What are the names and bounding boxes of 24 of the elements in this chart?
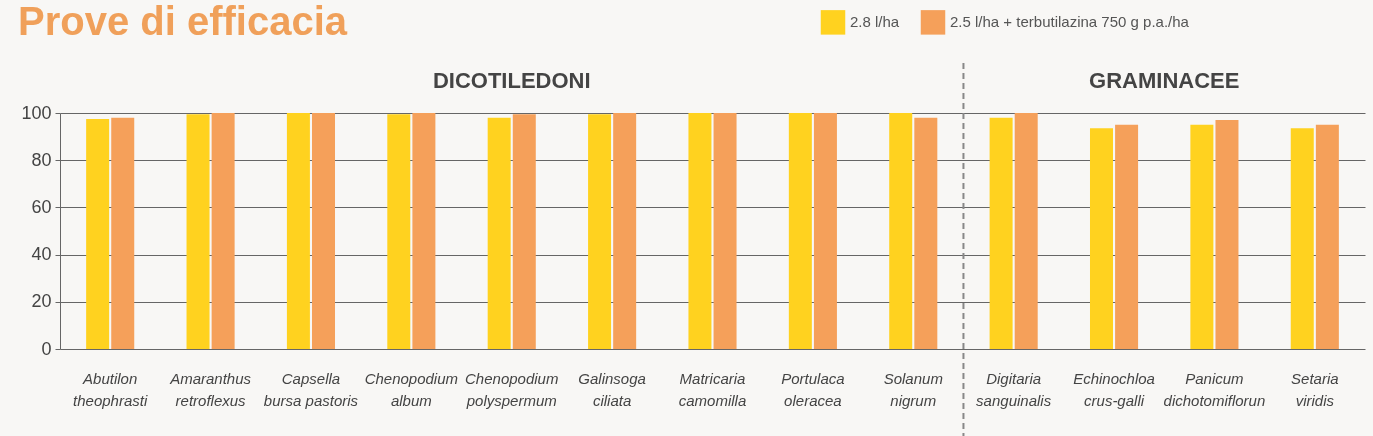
x-tick-label: Setaria viridis xyxy=(1291,369,1339,409)
legend-label: 2.5 l/ha + terbutilazina 750 g p.a./ha xyxy=(950,13,1190,31)
x-tick-label: Galinsoga ciliata xyxy=(578,369,646,409)
x-tick-label: Chenopodium album xyxy=(364,369,459,409)
y-tick-label: 100 xyxy=(21,102,52,123)
x-tick-label: Amaranthus retroflexus xyxy=(169,369,252,409)
text: DICOTILEDONI xyxy=(432,68,591,93)
legend-label: 2.8 l/ha xyxy=(850,13,900,31)
y-tick-label: 0 xyxy=(41,338,52,359)
x-tick-label: Echinochloa crus-galli xyxy=(1073,369,1155,409)
y-tick-label: 60 xyxy=(31,196,52,217)
x-tick-label: Matricaria camomilla xyxy=(678,369,747,409)
x-tick-label: Abutilon theophrasti xyxy=(73,369,148,409)
x-tick-label: Portulaca oleracea xyxy=(781,369,845,409)
x-tick-label: Chenopodium polyspermum xyxy=(465,369,559,409)
chart-title: Prove di efficacia xyxy=(18,0,348,43)
x-tick-label: Capsella bursa pastoris xyxy=(263,369,359,409)
y-tick-label: 40 xyxy=(31,244,52,265)
x-tick-label: Solanum nigrum xyxy=(883,369,943,409)
y-tick-label: 20 xyxy=(31,291,52,312)
text: GRAMINACEE xyxy=(1089,68,1240,93)
y-tick-label: 80 xyxy=(31,149,52,170)
x-tick-label: Digitaria sanguinalis xyxy=(976,369,1052,409)
x-tick-label: Panicum dichotomiflorun xyxy=(1163,369,1266,409)
